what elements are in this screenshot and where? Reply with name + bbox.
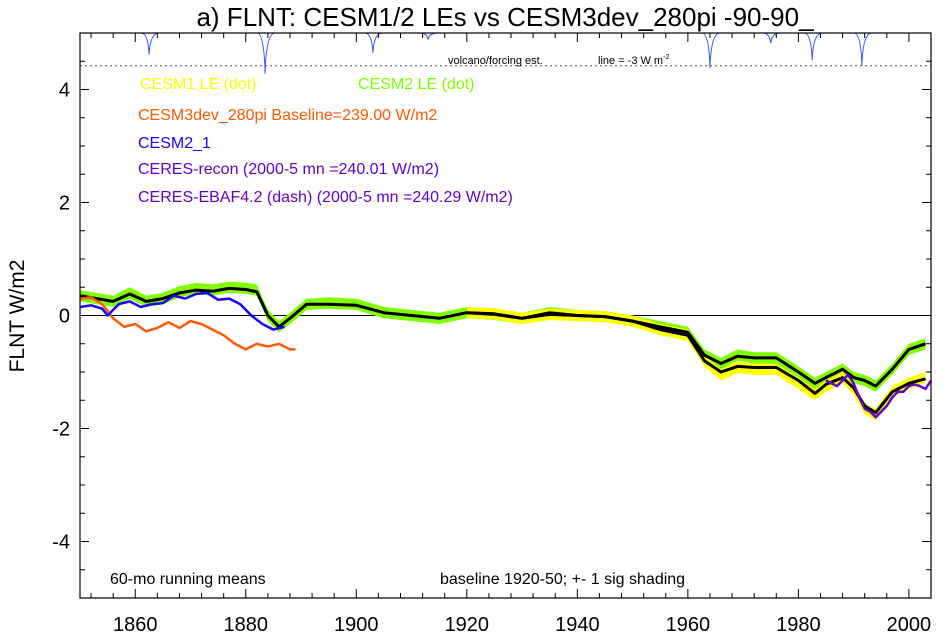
running-mean-note: 60-mo running means	[110, 571, 266, 588]
x-tick-label: 1860	[113, 614, 158, 636]
cesm1-le-shading	[466, 307, 926, 420]
volcano-forcing-line	[80, 32, 931, 74]
cesm2-le-mean-line	[79, 286, 926, 388]
y-tick-label: -4	[52, 532, 70, 554]
cesm2-1-line	[79, 291, 285, 331]
baseline-note: baseline 1920-50; +- 1 sig shading	[440, 571, 685, 588]
y-tick-label: 0	[59, 306, 70, 328]
x-tick-label: 1920	[445, 614, 490, 636]
x-tick-label: 1940	[555, 614, 600, 636]
volcano-note: volcano/forcing est.	[448, 55, 543, 67]
legend-entry-3: CESM3dev_280pi Baseline=239.00 W/m2	[138, 107, 437, 124]
y-tick-label: 2	[59, 193, 70, 215]
x-tick-label: 1900	[334, 614, 379, 636]
x-tick-label: 1960	[666, 614, 711, 636]
legend: CESM1 LE (dot) CESM2 LE (dot) CESM3dev_280…	[138, 76, 513, 206]
cesm2-le-shading	[80, 281, 926, 392]
ceres-recon-line	[825, 373, 933, 419]
legend-entry-4: CESM2_1	[138, 135, 211, 152]
cesm3dev-baseline-line	[79, 296, 296, 351]
axes-frame: 1860 1880 1900 1920 1940 1960 1980 2000 -4 -2 0 2 4	[52, 32, 932, 636]
legend-entry-5: CERES-recon (2000-5 mn =240.01 W/m2)	[138, 161, 439, 178]
x-tick-label: 1880	[224, 614, 269, 636]
volcano-scale-note: line = -3 W m-2	[598, 54, 669, 67]
data-marks	[79, 281, 933, 420]
legend-entry-2: CESM2 LE (dot)	[358, 76, 474, 93]
cesm1-le-mean-line	[466, 311, 926, 415]
y-axis-label: FLNT W/m2	[6, 260, 29, 373]
y-tick-label: 4	[59, 80, 70, 102]
chart-title: a) FLNT: CESM1/2 LEs vs CESM3dev_280pi -…	[196, 2, 814, 32]
legend-entry-6: CERES-EBAF4.2 (dash) (2000-5 mn =240.29 …	[138, 189, 513, 206]
y-tick-label: -2	[52, 419, 70, 441]
legend-entry-1: CESM1 LE (dot)	[140, 76, 256, 93]
volcano-forcing-panel: volcano/forcing est. line = -3 W m-2	[80, 32, 931, 74]
x-tick-label: 1980	[776, 614, 821, 636]
volcano-scale-superscript: -2	[663, 54, 669, 61]
x-tick-label: 2000	[887, 614, 932, 636]
